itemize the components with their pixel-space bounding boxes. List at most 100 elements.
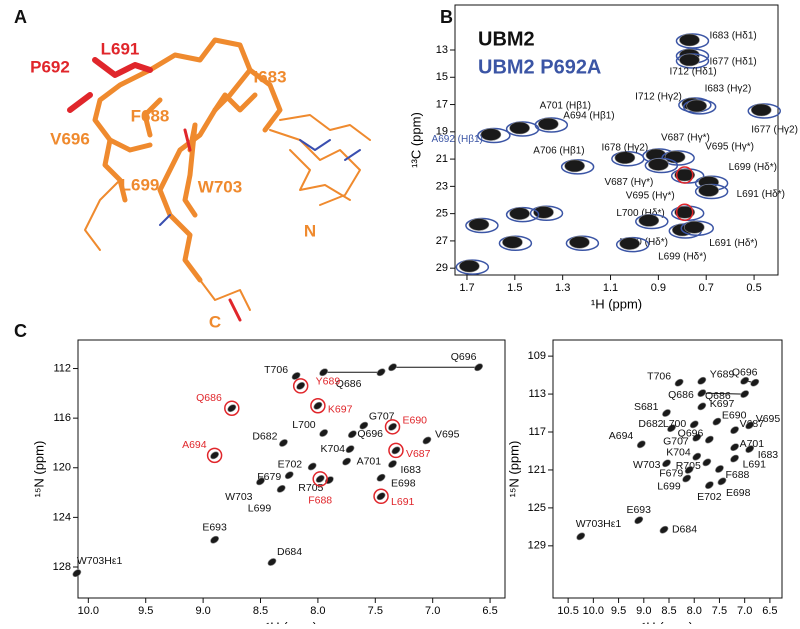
peak	[740, 390, 750, 398]
peak-label: L691 (Hδ*)	[709, 238, 757, 249]
peak-label: L700	[663, 418, 687, 430]
peak	[740, 376, 750, 385]
peak	[533, 205, 554, 219]
peak	[697, 376, 707, 385]
peak	[659, 525, 669, 534]
peak	[474, 363, 483, 372]
peak	[745, 445, 755, 453]
peak-label: A701	[357, 455, 382, 467]
peak	[702, 458, 712, 467]
x-tick-label: 8.0	[687, 605, 702, 617]
peak	[538, 117, 559, 131]
peak-label: V695	[756, 413, 781, 425]
peak-label: K697	[328, 404, 353, 416]
peak	[692, 452, 702, 461]
peak-label: Q686	[668, 389, 694, 401]
peak-label: L699	[248, 503, 272, 515]
residue-label: V696	[50, 129, 90, 148]
y-tick-label: 19	[436, 126, 448, 138]
peak	[704, 435, 714, 444]
y-tick-label: 13	[436, 44, 448, 56]
peak	[307, 462, 317, 471]
peak	[267, 558, 277, 566]
peak	[712, 417, 722, 426]
peak-link	[701, 392, 745, 395]
peak	[674, 205, 695, 219]
highlight-residue	[67, 92, 93, 113]
y-tick-label: 129	[528, 540, 546, 552]
peak-highlight	[312, 471, 328, 487]
peak-label: A694	[609, 430, 634, 442]
x-tick-label: 8.5	[661, 605, 676, 617]
peak-label: T706	[264, 364, 288, 376]
y-axis-title: ¹⁵N (ppm)	[506, 441, 521, 498]
peak-label: V687 (Hγ*)	[604, 177, 653, 188]
peak-label: I683	[401, 464, 422, 476]
peak	[347, 430, 357, 439]
peak	[697, 402, 707, 411]
y-tick-label: 15	[436, 71, 448, 83]
peak	[674, 168, 695, 182]
legend-entry: UBM2 P692A	[478, 56, 601, 78]
x-tick-label: 1.1	[603, 282, 618, 294]
peak-label: A706 (Hβ1)	[533, 146, 584, 157]
peak-label: Y689	[316, 376, 341, 388]
panel-letter: C	[14, 321, 27, 341]
peak	[319, 429, 329, 437]
molecule-render	[67, 37, 371, 322]
x-tick-label: 6.5	[482, 605, 497, 617]
peak-label: T706	[647, 370, 671, 382]
x-tick-label: 0.7	[699, 282, 714, 294]
y-tick-label: 109	[528, 350, 546, 362]
peak	[296, 382, 306, 390]
panel-letter: A	[14, 7, 27, 27]
x-axis-title: ¹H (ppm)	[266, 619, 317, 624]
side-chain	[247, 67, 283, 133]
peak-label: Y689	[710, 369, 735, 381]
peak	[750, 103, 772, 117]
peak	[634, 516, 644, 525]
peak-label: I712 (Hδ1)	[669, 67, 716, 78]
peak	[227, 404, 237, 413]
peak-label: Q696	[357, 428, 383, 440]
peak	[692, 433, 702, 442]
residue-label: P692	[30, 57, 70, 76]
peak	[667, 424, 676, 433]
peak-label: I683 (Hγ2)	[705, 84, 752, 95]
residue-label: C	[209, 312, 221, 331]
peak-highlight	[224, 400, 240, 416]
y-tick-label: 21	[436, 153, 448, 165]
peak-label: E690	[403, 415, 428, 427]
x-tick-label: 7.5	[368, 605, 383, 617]
peak	[698, 184, 719, 197]
peak-highlight	[206, 447, 223, 464]
peak-label: L691	[391, 496, 415, 508]
peak	[619, 237, 640, 250]
x-tick-label: 1.3	[555, 282, 570, 294]
panel-letter: B	[440, 7, 453, 27]
peak-highlight	[675, 166, 694, 184]
peak	[502, 235, 523, 249]
peak	[717, 477, 727, 486]
side-chain	[182, 122, 198, 218]
side-chain	[142, 97, 163, 138]
peak-label: K704	[666, 446, 691, 458]
residue-label: N	[304, 221, 316, 240]
peak	[689, 420, 699, 429]
peak-label: W703Hε1	[576, 518, 622, 530]
residue-label: L699	[121, 175, 160, 194]
peak-label: I683 (Hδ1)	[709, 31, 756, 42]
peak-label: G707	[369, 410, 395, 422]
peak	[291, 372, 301, 380]
plot-frame	[77, 339, 506, 599]
tail	[279, 114, 371, 141]
peak	[315, 475, 325, 483]
peak	[679, 53, 700, 67]
peak-label: L700	[292, 419, 316, 431]
peak	[376, 492, 386, 501]
peak	[388, 460, 397, 468]
x-tick-label: 7.0	[425, 605, 440, 617]
x-tick-label: 6.5	[762, 605, 777, 617]
y-tick-label: 17	[436, 98, 448, 110]
peak-highlight	[384, 419, 401, 435]
